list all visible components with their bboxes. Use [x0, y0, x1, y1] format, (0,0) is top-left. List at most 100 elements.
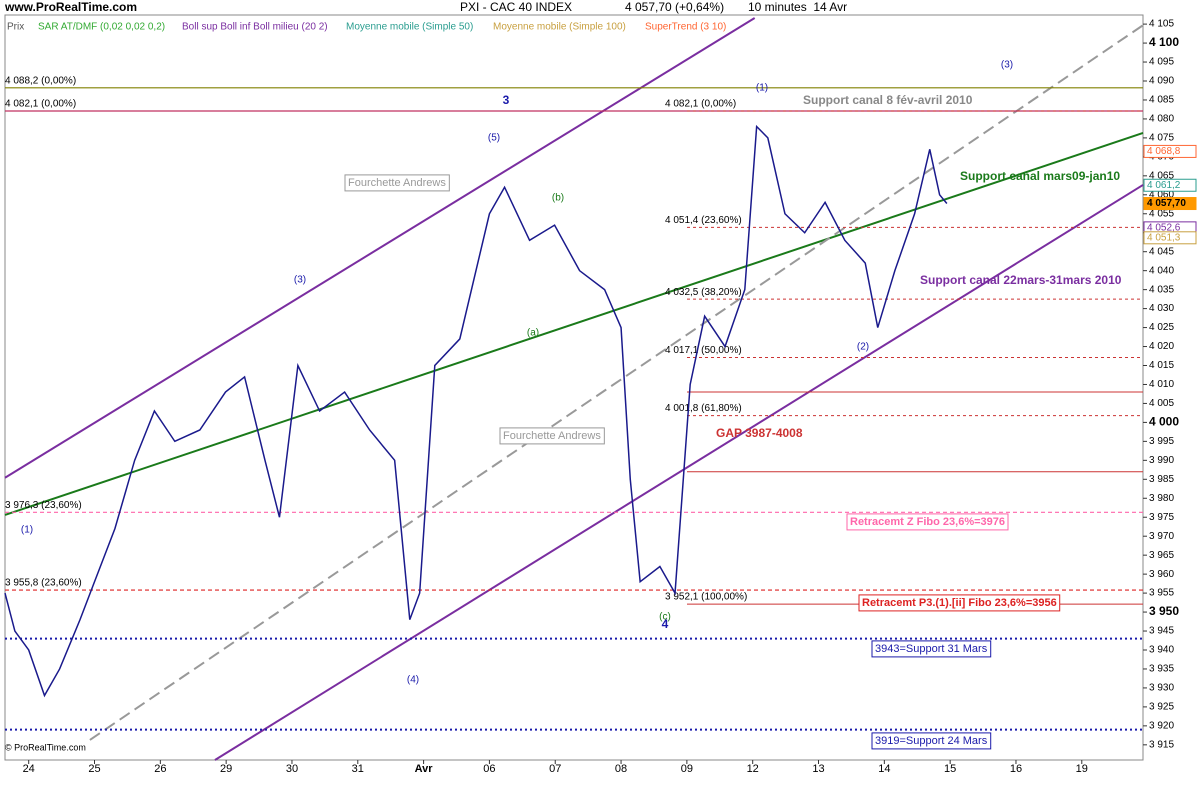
y-tick-label: 3 945 [1149, 626, 1174, 637]
y-tick-label: 4 080 [1149, 114, 1174, 125]
level-label: 4 082,1 (0,00%) [5, 99, 76, 110]
annotation: Support canal 22mars-31mars 2010 [920, 273, 1122, 287]
y-tick-label: 4 015 [1149, 360, 1174, 371]
price-line [4, 124, 948, 698]
wave-label: (a) [527, 328, 539, 339]
legend-entry: Moyenne mobile (Simple 50) [346, 22, 473, 33]
y-tick-label: 3 930 [1149, 683, 1174, 694]
price-tag [1143, 144, 1197, 158]
wave-label: 4 [662, 617, 669, 631]
annotation: GAP 3987-4008 [716, 426, 803, 440]
y-tick-label: 3 935 [1149, 664, 1174, 675]
wave-label: (4) [407, 675, 419, 686]
y-tick-label: 4 075 [1149, 133, 1174, 144]
y-tick-label: 3 920 [1149, 721, 1174, 732]
wave-label: (2) [857, 342, 869, 353]
annotation: Fourchette Andrews [348, 177, 446, 189]
legend-entry: Boll sup Boll inf Boll milieu (20 2) [182, 22, 328, 33]
x-tick-label: 12 [747, 763, 759, 775]
y-tick-label: 4 030 [1149, 303, 1174, 314]
annotation: Support canal mars09-jan10 [960, 169, 1120, 183]
y-tick-label: 4 100 [1149, 35, 1179, 49]
annotation-box [846, 513, 1009, 531]
x-tick-label: 07 [549, 763, 561, 775]
y-tick-label: 4 035 [1149, 284, 1174, 295]
price-tag [1143, 231, 1197, 245]
x-tick-label: 16 [1010, 763, 1022, 775]
y-tick-label: 3 995 [1149, 436, 1174, 447]
period: 10 minutes 14 Avr [748, 0, 847, 14]
y-tick-label: 4 020 [1149, 341, 1174, 352]
x-tick-label: 06 [483, 763, 495, 775]
wave-label: (5) [488, 133, 500, 144]
y-tick-label: 3 955 [1149, 588, 1174, 599]
x-tick-label: 09 [681, 763, 693, 775]
y-tick-label: 3 975 [1149, 512, 1174, 523]
wave-label: (1) [21, 525, 33, 536]
last-price: 4 057,70 (+0,64%) [625, 0, 724, 14]
x-tick-label: 15 [944, 763, 956, 775]
trendline [4, 17, 756, 479]
annotation-box [871, 732, 992, 750]
annotation-box [499, 427, 605, 445]
annotation-box [858, 594, 1061, 612]
wave-label: (c) [659, 612, 671, 623]
annotation: 3919=Support 24 Mars [875, 735, 988, 747]
y-tick-label: 4 065 [1149, 170, 1174, 181]
price-tag-label: 4 052,6 [1147, 223, 1181, 234]
legend-entry: SuperTrend (3 10) [645, 22, 726, 33]
annotation: Support canal 8 fév-avril 2010 [803, 93, 973, 107]
price-tag [1143, 197, 1197, 211]
wave-label: (b) [552, 193, 564, 204]
trendline [214, 184, 1144, 761]
wave-label: 3 [503, 93, 510, 107]
x-tick-label: 19 [1076, 763, 1088, 775]
y-tick-label: 3 990 [1149, 455, 1174, 466]
fib-label: 4 082,1 (0,00%) [665, 99, 736, 110]
x-tick-label: 29 [220, 763, 232, 775]
y-tick-label: 3 940 [1149, 645, 1174, 656]
y-tick-label: 4 090 [1149, 76, 1174, 87]
price-tag [1143, 178, 1197, 192]
y-tick-label: 4 000 [1149, 415, 1179, 429]
price-tag-label: 4 051,3 [1147, 232, 1181, 243]
y-tick-label: 3 970 [1149, 531, 1174, 542]
y-tick-label: 4 105 [1149, 19, 1174, 30]
annotation: Retracemt P3.(1).[ii] Fibo 23,6%=3956 [862, 597, 1057, 609]
y-tick-label: 3 950 [1149, 604, 1179, 618]
wave-label: (1) [756, 83, 768, 94]
x-tick-label: 26 [154, 763, 166, 775]
fib-label: 3 952,1 (100,00%) [665, 592, 747, 603]
y-tick-label: 4 010 [1149, 379, 1174, 390]
x-tick-label: 25 [88, 763, 100, 775]
y-tick-label: 4 085 [1149, 95, 1174, 106]
level-label: 3 955,8 (23,60%) [5, 578, 82, 589]
price-tag-label: 4 057,70 [1147, 198, 1186, 209]
y-tick-label: 4 060 [1149, 189, 1174, 200]
annotation: 3943=Support 31 Mars [875, 643, 988, 655]
y-tick-label: 3 960 [1149, 569, 1174, 580]
x-tick-label: Avr [415, 763, 434, 775]
site: www.ProRealTime.com [4, 0, 137, 14]
x-tick-label: 31 [352, 763, 364, 775]
wave-label: (3) [1001, 60, 1013, 71]
y-tick-label: 4 040 [1149, 265, 1174, 276]
y-tick-label: 3 985 [1149, 474, 1174, 485]
footer: © ProRealTime.com [5, 742, 86, 752]
trendline [4, 132, 1144, 516]
y-tick-label: 4 025 [1149, 322, 1174, 333]
x-tick-label: 14 [878, 763, 890, 775]
fib-label: 4 017,1 (50,00%) [665, 345, 742, 356]
annotation-box [344, 174, 450, 192]
wave-label: (3) [294, 275, 306, 286]
y-tick-label: 3 925 [1149, 702, 1174, 713]
annotation: Fourchette Andrews [503, 430, 601, 442]
y-tick-label: 4 045 [1149, 246, 1174, 257]
legend-entry: Moyenne mobile (Simple 100) [493, 22, 626, 33]
x-tick-label: 24 [23, 763, 35, 775]
level-label: 4 088,2 (0,00%) [5, 75, 76, 86]
annotation: Retracemt Z Fibo 23,6%=3976 [850, 516, 1005, 528]
level-label: 3 976,3 (23,60%) [5, 500, 82, 511]
y-tick-label: 3 980 [1149, 493, 1174, 504]
